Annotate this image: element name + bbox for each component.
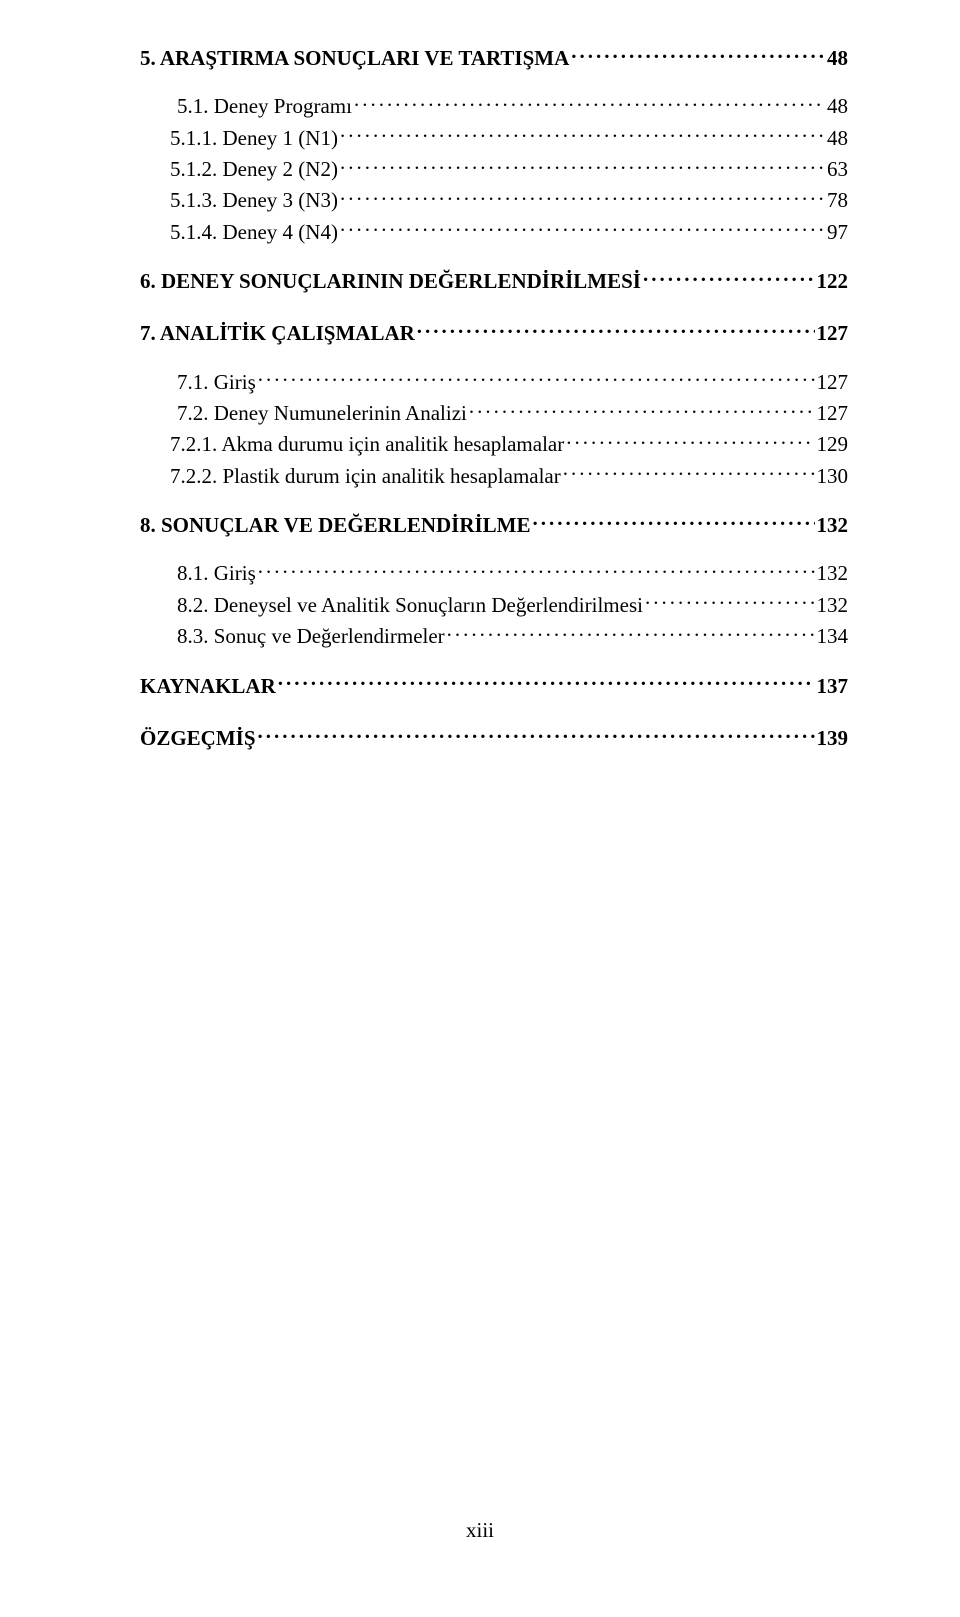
toc-heading-7-page: 127 (817, 319, 849, 347)
toc-item-page: 127 (817, 399, 849, 427)
toc-dots (645, 591, 815, 612)
toc-page: 5. ARAŞTIRMA SONUÇLARI VE TARTIŞMA 48 5.… (0, 0, 960, 752)
toc-item-7-2-2: 7.2.2. Plastik durum için analitik hesap… (170, 462, 848, 490)
toc-dots (643, 267, 815, 288)
toc-dots (566, 430, 814, 451)
toc-item-5-1-2: 5.1.2. Deney 2 (N2) 63 (170, 155, 848, 183)
toc-item-page: 78 (827, 186, 848, 214)
toc-item-label: 5.1.4. Deney 4 (N4) (170, 218, 338, 246)
toc-item-5-1: 5.1. Deney Programı 48 (177, 92, 848, 120)
toc-heading-6-label: 6. DENEY SONUÇLARININ DEĞERLENDİRİLMESİ (140, 267, 641, 295)
toc-item-page: 97 (827, 218, 848, 246)
spacer (140, 706, 848, 724)
spacer (140, 78, 848, 92)
toc-dots (340, 155, 825, 176)
toc-heading-kaynaklar-page: 137 (817, 672, 849, 700)
toc-dots (278, 672, 815, 693)
toc-dots (340, 124, 825, 145)
spacer (140, 545, 848, 559)
toc-dots (533, 511, 815, 532)
toc-item-label: 7.2.2. Plastik durum için analitik hesap… (170, 462, 561, 490)
toc-item-page: 48 (827, 124, 848, 152)
toc-dots (447, 622, 815, 643)
spacer (140, 354, 848, 368)
toc-dots (258, 724, 815, 745)
toc-heading-kaynaklar-label: KAYNAKLAR (140, 672, 276, 700)
toc-item-7-2-1: 7.2.1. Akma durumu için analitik hesapla… (170, 430, 848, 458)
toc-dots (258, 368, 815, 389)
toc-dots (340, 218, 825, 239)
toc-heading-ozgecmis-label: ÖZGEÇMİŞ (140, 724, 256, 752)
toc-item-8-1: 8.1. Giriş 132 (177, 559, 848, 587)
page-number: xiii (0, 1518, 960, 1543)
toc-item-label: 5.1.3. Deney 3 (N3) (170, 186, 338, 214)
toc-heading-6-page: 122 (817, 267, 849, 295)
toc-item-page: 127 (817, 368, 849, 396)
spacer (140, 249, 848, 267)
spacer (140, 493, 848, 511)
toc-item-label: 7.2.1. Akma durumu için analitik hesapla… (170, 430, 564, 458)
toc-heading-ozgecmis-page: 139 (817, 724, 849, 752)
toc-item-5-1-3: 5.1.3. Deney 3 (N3) 78 (170, 186, 848, 214)
spacer (140, 654, 848, 672)
toc-item-page: 63 (827, 155, 848, 183)
toc-heading-8-label: 8. SONUÇLAR VE DEĞERLENDİRİLME (140, 511, 531, 539)
toc-item-label: 7.1. Giriş (177, 368, 256, 396)
toc-item-8-2: 8.2. Deneysel ve Analitik Sonuçların Değ… (177, 591, 848, 619)
toc-dots (571, 44, 825, 65)
toc-item-5-1-4: 5.1.4. Deney 4 (N4) 97 (170, 218, 848, 246)
toc-dots (563, 462, 815, 483)
toc-heading-8-page: 132 (817, 511, 849, 539)
toc-item-7-2: 7.2. Deney Numunelerinin Analizi 127 (177, 399, 848, 427)
toc-item-label: 5.1. Deney Programı (177, 92, 352, 120)
toc-item-5-1-1: 5.1.1. Deney 1 (N1) 48 (170, 124, 848, 152)
toc-item-page: 134 (817, 622, 849, 650)
toc-item-7-1: 7.1. Giriş 127 (177, 368, 848, 396)
toc-item-page: 130 (817, 462, 849, 490)
toc-heading-5-page: 48 (827, 44, 848, 72)
toc-heading-5: 5. ARAŞTIRMA SONUÇLARI VE TARTIŞMA 48 (140, 44, 848, 72)
toc-dots (340, 186, 825, 207)
toc-heading-8: 8. SONUÇLAR VE DEĞERLENDİRİLME 132 (140, 511, 848, 539)
toc-item-page: 48 (827, 92, 848, 120)
toc-item-page: 132 (817, 559, 849, 587)
toc-item-page: 132 (817, 591, 849, 619)
toc-item-page: 129 (817, 430, 849, 458)
toc-heading-7-label: 7. ANALİTİK ÇALIŞMALAR (140, 319, 415, 347)
toc-dots (354, 92, 825, 113)
toc-item-label: 7.2. Deney Numunelerinin Analizi (177, 399, 467, 427)
toc-item-label: 5.1.1. Deney 1 (N1) (170, 124, 338, 152)
toc-item-label: 5.1.2. Deney 2 (N2) (170, 155, 338, 183)
toc-item-label: 8.2. Deneysel ve Analitik Sonuçların Değ… (177, 591, 643, 619)
toc-heading-ozgecmis: ÖZGEÇMİŞ 139 (140, 724, 848, 752)
toc-dots (417, 319, 815, 340)
toc-dots (258, 559, 815, 580)
toc-heading-5-label: 5. ARAŞTIRMA SONUÇLARI VE TARTIŞMA (140, 44, 569, 72)
spacer (140, 301, 848, 319)
toc-item-label: 8.3. Sonuç ve Değerlendirmeler (177, 622, 445, 650)
toc-heading-6: 6. DENEY SONUÇLARININ DEĞERLENDİRİLMESİ … (140, 267, 848, 295)
toc-heading-7: 7. ANALİTİK ÇALIŞMALAR 127 (140, 319, 848, 347)
toc-item-label: 8.1. Giriş (177, 559, 256, 587)
toc-heading-kaynaklar: KAYNAKLAR 137 (140, 672, 848, 700)
toc-dots (469, 399, 815, 420)
toc-item-8-3: 8.3. Sonuç ve Değerlendirmeler 134 (177, 622, 848, 650)
